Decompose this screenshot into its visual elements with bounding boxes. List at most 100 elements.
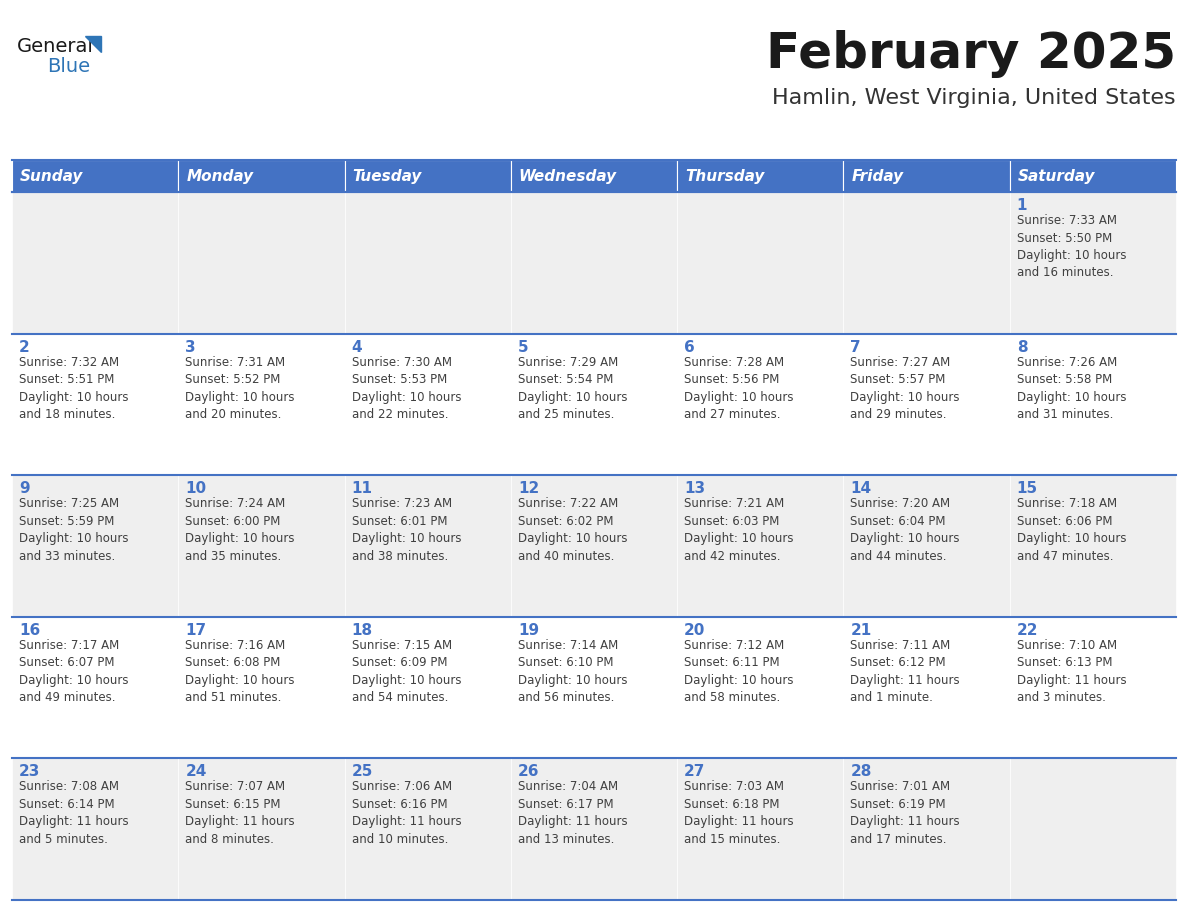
Bar <box>178 192 345 333</box>
Bar <box>345 333 511 476</box>
Text: Sunrise: 7:22 AM
Sunset: 6:02 PM
Daylight: 10 hours
and 40 minutes.: Sunrise: 7:22 AM Sunset: 6:02 PM Dayligh… <box>518 498 627 563</box>
Text: 22: 22 <box>1017 622 1038 638</box>
Bar <box>843 617 1010 758</box>
Text: 2: 2 <box>19 340 30 354</box>
Bar <box>178 617 345 758</box>
Text: 23: 23 <box>19 765 40 779</box>
Bar <box>345 476 511 617</box>
Bar <box>511 160 677 192</box>
Bar <box>511 333 677 476</box>
Text: Sunrise: 7:28 AM
Sunset: 5:56 PM
Daylight: 10 hours
and 27 minutes.: Sunrise: 7:28 AM Sunset: 5:56 PM Dayligh… <box>684 355 794 421</box>
Text: Sunrise: 7:07 AM
Sunset: 6:15 PM
Daylight: 11 hours
and 8 minutes.: Sunrise: 7:07 AM Sunset: 6:15 PM Dayligh… <box>185 780 295 845</box>
Text: Sunrise: 7:30 AM
Sunset: 5:53 PM
Daylight: 10 hours
and 22 minutes.: Sunrise: 7:30 AM Sunset: 5:53 PM Dayligh… <box>352 355 461 421</box>
Bar <box>511 617 677 758</box>
Text: Hamlin, West Virginia, United States: Hamlin, West Virginia, United States <box>772 88 1176 108</box>
Text: 20: 20 <box>684 622 706 638</box>
Text: Saturday: Saturday <box>1018 169 1095 184</box>
Text: Monday: Monday <box>187 169 253 184</box>
Bar <box>1010 476 1176 617</box>
Bar <box>1010 758 1176 900</box>
Text: Sunrise: 7:15 AM
Sunset: 6:09 PM
Daylight: 10 hours
and 54 minutes.: Sunrise: 7:15 AM Sunset: 6:09 PM Dayligh… <box>352 639 461 704</box>
Bar <box>12 192 178 333</box>
Bar <box>1010 617 1176 758</box>
Text: 6: 6 <box>684 340 695 354</box>
Text: Sunrise: 7:16 AM
Sunset: 6:08 PM
Daylight: 10 hours
and 51 minutes.: Sunrise: 7:16 AM Sunset: 6:08 PM Dayligh… <box>185 639 295 704</box>
Text: Sunday: Sunday <box>20 169 83 184</box>
Bar <box>1010 160 1176 192</box>
Text: 16: 16 <box>19 622 40 638</box>
Text: February 2025: February 2025 <box>766 30 1176 78</box>
Bar <box>1010 192 1176 333</box>
Text: 24: 24 <box>185 765 207 779</box>
Polygon shape <box>86 36 101 52</box>
Text: 18: 18 <box>352 622 373 638</box>
Bar <box>345 617 511 758</box>
Text: Wednesday: Wednesday <box>519 169 617 184</box>
Text: Sunrise: 7:26 AM
Sunset: 5:58 PM
Daylight: 10 hours
and 31 minutes.: Sunrise: 7:26 AM Sunset: 5:58 PM Dayligh… <box>1017 355 1126 421</box>
Text: 27: 27 <box>684 765 706 779</box>
Text: Friday: Friday <box>852 169 904 184</box>
Bar <box>345 192 511 333</box>
Text: 1: 1 <box>1017 198 1028 213</box>
Text: 17: 17 <box>185 622 207 638</box>
Text: Thursday: Thursday <box>685 169 765 184</box>
Text: Sunrise: 7:10 AM
Sunset: 6:13 PM
Daylight: 11 hours
and 3 minutes.: Sunrise: 7:10 AM Sunset: 6:13 PM Dayligh… <box>1017 639 1126 704</box>
Bar <box>843 333 1010 476</box>
Bar <box>677 617 843 758</box>
Text: Sunrise: 7:03 AM
Sunset: 6:18 PM
Daylight: 11 hours
and 15 minutes.: Sunrise: 7:03 AM Sunset: 6:18 PM Dayligh… <box>684 780 794 845</box>
Text: Sunrise: 7:08 AM
Sunset: 6:14 PM
Daylight: 11 hours
and 5 minutes.: Sunrise: 7:08 AM Sunset: 6:14 PM Dayligh… <box>19 780 128 845</box>
Text: Sunrise: 7:17 AM
Sunset: 6:07 PM
Daylight: 10 hours
and 49 minutes.: Sunrise: 7:17 AM Sunset: 6:07 PM Dayligh… <box>19 639 128 704</box>
Text: Sunrise: 7:12 AM
Sunset: 6:11 PM
Daylight: 10 hours
and 58 minutes.: Sunrise: 7:12 AM Sunset: 6:11 PM Dayligh… <box>684 639 794 704</box>
Bar <box>843 160 1010 192</box>
Text: Blue: Blue <box>48 57 90 75</box>
Bar <box>677 192 843 333</box>
Bar <box>345 160 511 192</box>
Text: Sunrise: 7:23 AM
Sunset: 6:01 PM
Daylight: 10 hours
and 38 minutes.: Sunrise: 7:23 AM Sunset: 6:01 PM Dayligh… <box>352 498 461 563</box>
Bar <box>511 758 677 900</box>
Text: Tuesday: Tuesday <box>353 169 422 184</box>
Bar <box>12 476 178 617</box>
Text: 3: 3 <box>185 340 196 354</box>
Text: Sunrise: 7:25 AM
Sunset: 5:59 PM
Daylight: 10 hours
and 33 minutes.: Sunrise: 7:25 AM Sunset: 5:59 PM Dayligh… <box>19 498 128 563</box>
Bar <box>1010 333 1176 476</box>
Bar <box>178 758 345 900</box>
Text: 11: 11 <box>352 481 373 497</box>
Bar <box>345 758 511 900</box>
Text: Sunrise: 7:11 AM
Sunset: 6:12 PM
Daylight: 11 hours
and 1 minute.: Sunrise: 7:11 AM Sunset: 6:12 PM Dayligh… <box>851 639 960 704</box>
Text: Sunrise: 7:24 AM
Sunset: 6:00 PM
Daylight: 10 hours
and 35 minutes.: Sunrise: 7:24 AM Sunset: 6:00 PM Dayligh… <box>185 498 295 563</box>
Bar <box>677 476 843 617</box>
Bar <box>12 758 178 900</box>
Text: 5: 5 <box>518 340 529 354</box>
Text: 12: 12 <box>518 481 539 497</box>
Bar <box>677 160 843 192</box>
Text: 15: 15 <box>1017 481 1038 497</box>
Text: 10: 10 <box>185 481 207 497</box>
Text: Sunrise: 7:20 AM
Sunset: 6:04 PM
Daylight: 10 hours
and 44 minutes.: Sunrise: 7:20 AM Sunset: 6:04 PM Dayligh… <box>851 498 960 563</box>
Text: 4: 4 <box>352 340 362 354</box>
Text: Sunrise: 7:27 AM
Sunset: 5:57 PM
Daylight: 10 hours
and 29 minutes.: Sunrise: 7:27 AM Sunset: 5:57 PM Dayligh… <box>851 355 960 421</box>
Text: 25: 25 <box>352 765 373 779</box>
Bar <box>677 333 843 476</box>
Bar <box>178 476 345 617</box>
Bar <box>12 160 178 192</box>
Bar <box>178 333 345 476</box>
Bar <box>12 333 178 476</box>
Text: 28: 28 <box>851 765 872 779</box>
Text: General: General <box>17 37 94 55</box>
Text: 19: 19 <box>518 622 539 638</box>
Bar <box>843 192 1010 333</box>
Text: Sunrise: 7:21 AM
Sunset: 6:03 PM
Daylight: 10 hours
and 42 minutes.: Sunrise: 7:21 AM Sunset: 6:03 PM Dayligh… <box>684 498 794 563</box>
Text: 14: 14 <box>851 481 872 497</box>
Text: 26: 26 <box>518 765 539 779</box>
Bar <box>511 192 677 333</box>
Text: 9: 9 <box>19 481 30 497</box>
Text: Sunrise: 7:14 AM
Sunset: 6:10 PM
Daylight: 10 hours
and 56 minutes.: Sunrise: 7:14 AM Sunset: 6:10 PM Dayligh… <box>518 639 627 704</box>
Bar <box>178 160 345 192</box>
Bar <box>843 476 1010 617</box>
Bar <box>12 617 178 758</box>
Text: 21: 21 <box>851 622 872 638</box>
Bar <box>677 758 843 900</box>
Text: Sunrise: 7:29 AM
Sunset: 5:54 PM
Daylight: 10 hours
and 25 minutes.: Sunrise: 7:29 AM Sunset: 5:54 PM Dayligh… <box>518 355 627 421</box>
Text: Sunrise: 7:01 AM
Sunset: 6:19 PM
Daylight: 11 hours
and 17 minutes.: Sunrise: 7:01 AM Sunset: 6:19 PM Dayligh… <box>851 780 960 845</box>
Text: Sunrise: 7:33 AM
Sunset: 5:50 PM
Daylight: 10 hours
and 16 minutes.: Sunrise: 7:33 AM Sunset: 5:50 PM Dayligh… <box>1017 214 1126 279</box>
